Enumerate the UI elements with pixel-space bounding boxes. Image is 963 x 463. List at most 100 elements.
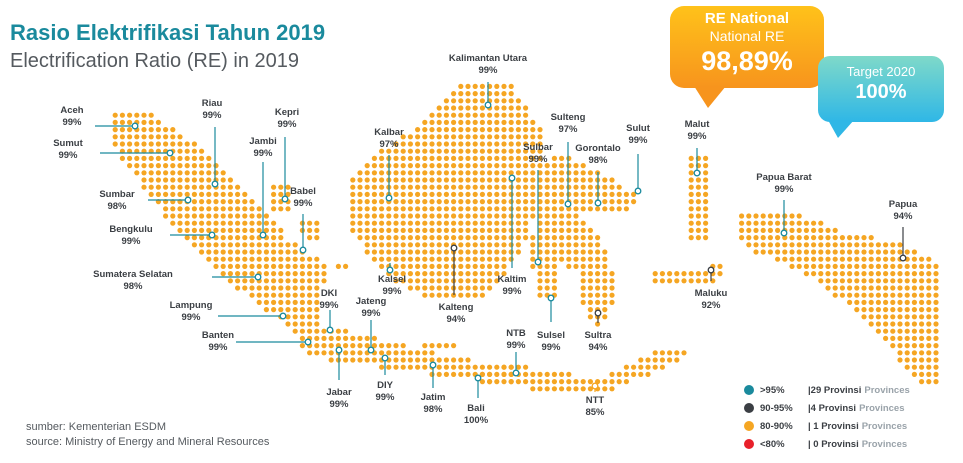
map-dot <box>854 256 860 262</box>
map-dot <box>911 299 918 305</box>
map-dot <box>285 292 291 298</box>
map-dot <box>695 191 702 197</box>
province-value: 98% <box>107 201 127 212</box>
map-dot <box>926 357 932 363</box>
map-dot <box>220 256 226 262</box>
map-dot <box>631 199 637 205</box>
map-dot <box>148 163 154 169</box>
map-dot <box>487 199 493 205</box>
map-dot <box>537 155 543 161</box>
map-dot <box>652 357 658 363</box>
map-dot <box>703 213 709 219</box>
map-dot <box>501 119 507 125</box>
map-dot <box>580 271 586 277</box>
map-dot <box>141 119 147 125</box>
map-dot <box>494 163 500 169</box>
map-dot <box>472 206 478 212</box>
map-dot <box>141 170 147 176</box>
map-dot <box>703 271 709 277</box>
map-dot <box>587 199 594 205</box>
map-dot <box>544 191 550 197</box>
map-dot <box>479 249 485 255</box>
map-dot <box>343 357 349 363</box>
map-dot <box>688 163 694 169</box>
map-dot <box>753 227 759 233</box>
map-dot <box>177 191 183 197</box>
map-dot <box>343 343 349 349</box>
map-dot <box>479 155 485 161</box>
map-dot <box>227 213 233 219</box>
map-dot <box>458 364 464 370</box>
map-dot <box>868 321 874 327</box>
map-dot <box>602 278 608 284</box>
map-dot <box>746 220 752 226</box>
map-dot <box>321 350 327 356</box>
map-dot <box>551 177 558 183</box>
map-dot <box>242 242 248 248</box>
map-dot <box>847 285 853 291</box>
map-dot <box>227 235 233 241</box>
map-dot <box>537 163 543 169</box>
map-dot <box>191 148 197 154</box>
map-dot <box>551 213 558 219</box>
map-dot <box>393 364 399 370</box>
map-dot <box>897 285 903 291</box>
map-dot <box>263 271 269 277</box>
map-dot <box>141 184 147 190</box>
map-dot <box>566 177 572 183</box>
map-dot <box>415 127 421 133</box>
map-dot <box>479 191 485 197</box>
map-dot <box>501 170 507 176</box>
map-dot <box>609 177 615 183</box>
map-dot <box>890 299 896 305</box>
map-dot <box>199 249 205 255</box>
map-dot <box>825 249 831 255</box>
map-dot <box>465 184 471 190</box>
map-dot <box>911 350 918 356</box>
map-dot <box>688 220 694 226</box>
map-dot <box>854 271 860 277</box>
map-dot <box>825 235 831 241</box>
map-dot <box>170 213 176 219</box>
map-dot <box>789 235 795 241</box>
map-dot <box>443 249 449 255</box>
map-dot <box>832 242 838 248</box>
province-marker <box>780 229 788 237</box>
map-dot <box>789 213 795 219</box>
map-dot <box>508 191 514 197</box>
map-dot <box>472 98 478 104</box>
map-dot <box>825 242 831 248</box>
map-dot <box>501 148 507 154</box>
map-dot <box>119 112 125 118</box>
map-dot <box>789 220 795 226</box>
map-dot <box>364 249 370 255</box>
map-dot <box>537 371 543 377</box>
map-dot <box>278 206 284 212</box>
map-dot <box>400 364 406 370</box>
map-dot <box>508 235 514 241</box>
map-dot <box>494 263 500 269</box>
map-dot <box>861 242 867 248</box>
map-dot <box>451 127 457 133</box>
province-name: DKI <box>321 288 337 299</box>
map-dot <box>501 220 507 226</box>
map-dot <box>278 242 284 248</box>
map-dot <box>472 220 478 226</box>
map-dot <box>235 271 241 277</box>
map-dot <box>299 343 305 349</box>
map-dot <box>551 184 558 190</box>
map-dot <box>386 227 392 233</box>
map-dot <box>177 227 183 233</box>
map-dot <box>191 163 197 169</box>
province-marker <box>564 200 572 208</box>
map-dot <box>429 119 435 125</box>
map-dot <box>357 199 363 205</box>
map-dot <box>566 227 572 233</box>
map-dot <box>256 227 262 233</box>
map-dot <box>818 263 824 269</box>
map-dot <box>422 134 428 140</box>
map-dot <box>350 357 356 363</box>
island-bali <box>479 371 493 385</box>
